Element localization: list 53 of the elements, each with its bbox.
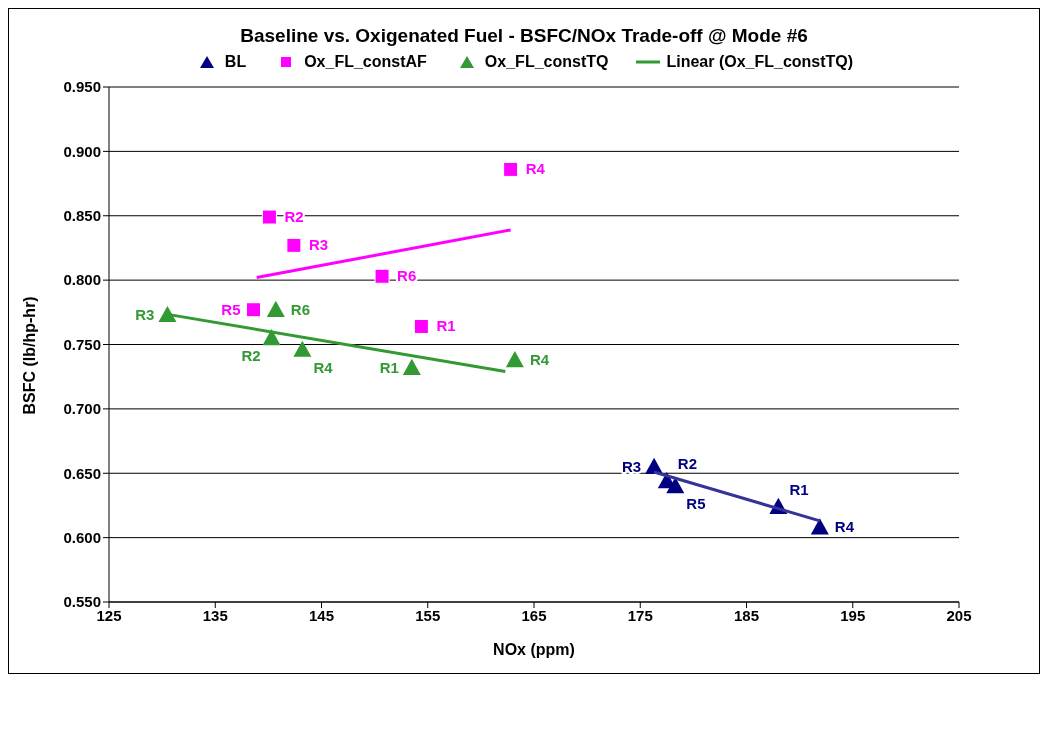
y-tick-label: 0.850 bbox=[63, 207, 101, 225]
data-label: R3 bbox=[135, 305, 155, 323]
x-tick-label: 135 bbox=[202, 606, 228, 624]
data-label: R4 bbox=[834, 518, 855, 536]
data-label: R5 bbox=[221, 300, 241, 318]
data-label: R1 bbox=[436, 317, 456, 335]
chart-title: Baseline vs. Oxigenated Fuel - BSFC/NOx Trade-off @ Mode #6 bbox=[239, 25, 809, 47]
y-tick-label: 0.900 bbox=[63, 142, 101, 160]
point bbox=[262, 329, 281, 346]
data-label: R2 bbox=[677, 454, 697, 472]
x-tick-label: 155 bbox=[415, 606, 441, 624]
data-label: R6 bbox=[397, 267, 417, 285]
point bbox=[246, 302, 261, 318]
y-tick-label: 0.700 bbox=[63, 400, 101, 418]
point bbox=[261, 209, 277, 225]
y-axis-title: BSFC (lb/hp-hr) bbox=[20, 296, 38, 415]
y-tick-label: 0.750 bbox=[63, 335, 101, 353]
point bbox=[503, 161, 519, 177]
data-label: R1 bbox=[789, 480, 809, 498]
y-tick-label: 0.950 bbox=[63, 78, 101, 96]
data-label: R3 bbox=[621, 457, 642, 475]
x-tick-label: 185 bbox=[733, 606, 760, 624]
data-label: R4 bbox=[529, 350, 550, 368]
point bbox=[266, 300, 285, 317]
point bbox=[413, 318, 429, 334]
x-tick-label: 195 bbox=[840, 606, 866, 624]
data-label: R4 bbox=[313, 358, 334, 376]
data-label: R4 bbox=[525, 160, 546, 178]
data-label: R6 bbox=[290, 300, 310, 318]
legend-label: Ox_FL_constAF bbox=[304, 53, 427, 71]
x-tick-label: 145 bbox=[308, 606, 335, 624]
x-tick-label: 205 bbox=[946, 606, 972, 624]
x-tick-label: 175 bbox=[627, 606, 653, 624]
point bbox=[286, 237, 302, 253]
x-tick-label: 165 bbox=[521, 606, 547, 624]
point bbox=[158, 305, 177, 323]
x-axis-title: NOx (ppm) bbox=[493, 641, 575, 658]
y-tick-label: 0.600 bbox=[63, 528, 101, 546]
y-tick-label: 0.650 bbox=[63, 464, 101, 482]
data-label: R3 bbox=[308, 236, 329, 254]
data-label: R1 bbox=[379, 358, 399, 376]
legend-label: BL bbox=[224, 53, 247, 71]
point bbox=[402, 358, 421, 375]
legend-label: Linear (Ox_FL_constTQ) bbox=[666, 53, 854, 71]
point bbox=[505, 350, 524, 368]
point bbox=[810, 518, 829, 535]
y-tick-label: 0.800 bbox=[63, 271, 101, 289]
legend-label: Ox_FL_constTQ bbox=[484, 53, 609, 71]
data-label: R2 bbox=[241, 347, 261, 365]
point bbox=[293, 340, 312, 357]
data-label: R5 bbox=[686, 495, 706, 513]
point bbox=[666, 477, 685, 494]
point bbox=[374, 268, 390, 284]
